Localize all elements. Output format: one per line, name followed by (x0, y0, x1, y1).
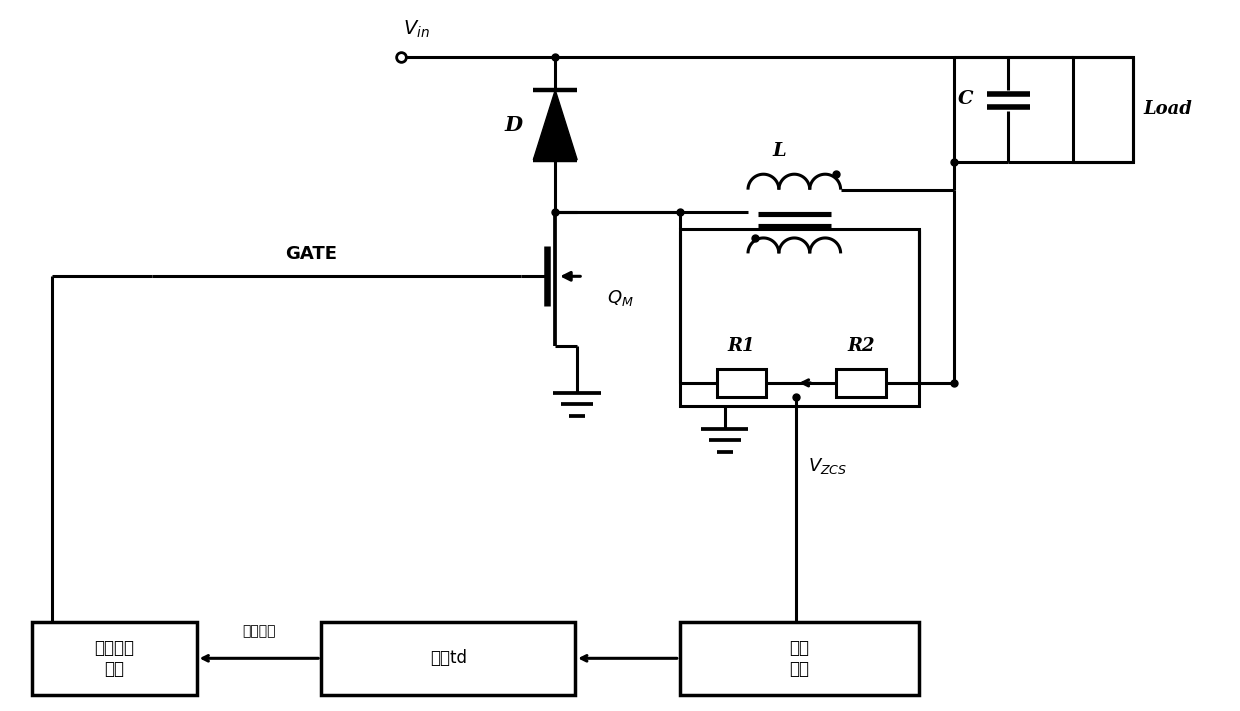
Bar (321, 622, 575, 695)
Text: R1: R1 (728, 337, 755, 355)
Text: $V_{ZCS}$: $V_{ZCS}$ (808, 456, 848, 476)
Bar (1074, 57, 1133, 162)
Text: 开关控制
电路: 开关控制 电路 (94, 639, 134, 678)
Text: R2: R2 (847, 337, 874, 355)
Text: $V_{in}$: $V_{in}$ (403, 19, 430, 41)
Text: 延时td: 延时td (430, 649, 466, 668)
Bar (680, 622, 919, 695)
Text: 过零
检测: 过零 检测 (790, 639, 810, 678)
Bar (717, 369, 766, 397)
Text: GATE: GATE (285, 245, 337, 263)
Bar (32, 622, 197, 695)
Bar (836, 369, 885, 397)
Text: 谷底信号: 谷底信号 (242, 624, 275, 638)
Text: Load: Load (1143, 100, 1192, 119)
Text: $Q_M$: $Q_M$ (608, 288, 634, 309)
Text: C: C (959, 90, 973, 107)
Polygon shape (533, 90, 577, 160)
Text: L: L (773, 141, 786, 160)
Bar (680, 230, 919, 406)
Text: D: D (505, 115, 522, 135)
